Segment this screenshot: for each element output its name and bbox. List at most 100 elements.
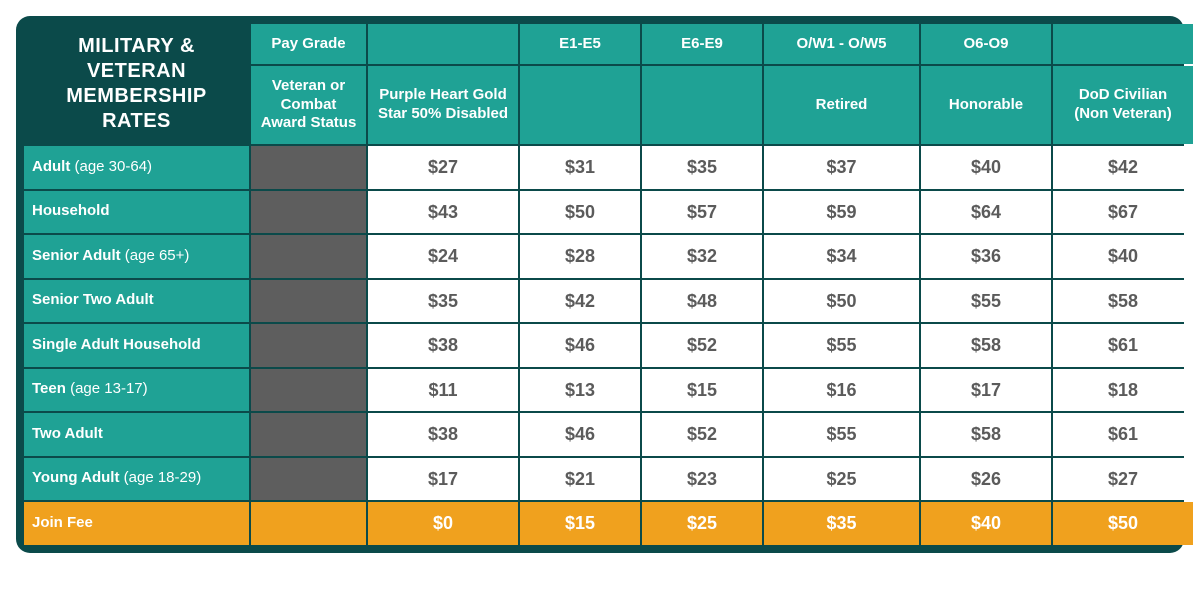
row-label-note: (age 18-29) <box>119 469 201 486</box>
price-cell: $17 <box>368 458 518 501</box>
price-cell: $26 <box>921 458 1051 501</box>
hdr-honorable: Honorable <box>921 66 1051 144</box>
join-fee-row: Join Fee $0$15$25$35$40$50 <box>24 502 1193 545</box>
hdr-top-7 <box>1053 24 1193 64</box>
row-label: Two Adult <box>24 413 249 456</box>
price-cell: $46 <box>520 324 640 367</box>
price-cell: $42 <box>1053 146 1193 189</box>
row-label-text: Single Adult Household <box>32 336 201 353</box>
row-label: Single Adult Household <box>24 324 249 367</box>
table-row: Household$43$50$57$59$64$67 <box>24 191 1193 234</box>
price-cell: $35 <box>368 280 518 323</box>
join-fee-cell: $0 <box>368 502 518 545</box>
hdr-sub-4 <box>642 66 762 144</box>
price-cell: $48 <box>642 280 762 323</box>
join-fee-cell: $35 <box>764 502 919 545</box>
hdr-purple-heart: Purple Heart Gold Star 50% Disabled <box>368 66 518 144</box>
hdr-sub-3 <box>520 66 640 144</box>
status-cell-empty <box>251 458 366 501</box>
price-cell: $28 <box>520 235 640 278</box>
price-cell: $61 <box>1053 413 1193 456</box>
price-cell: $50 <box>520 191 640 234</box>
row-label-note: (age 30-64) <box>70 158 152 175</box>
price-cell: $64 <box>921 191 1051 234</box>
hdr-ow1-ow5: O/W1 - O/W5 <box>764 24 919 64</box>
join-fee-status-empty <box>251 502 366 545</box>
price-cell: $13 <box>520 369 640 412</box>
join-fee-cell: $50 <box>1053 502 1193 545</box>
price-cell: $55 <box>764 413 919 456</box>
price-cell: $40 <box>921 146 1051 189</box>
table-row: Young Adult (age 18-29) $17$21$23$25$26$2… <box>24 458 1193 501</box>
rates-table-container: MILITARY & VETERAN MEMBERSHIP RATES Pay … <box>16 16 1184 553</box>
price-cell: $67 <box>1053 191 1193 234</box>
hdr-e1-e5: E1-E5 <box>520 24 640 64</box>
price-cell: $15 <box>642 369 762 412</box>
table-row: Senior Two Adult $35$42$48$50$55$58 <box>24 280 1193 323</box>
join-fee-cell: $15 <box>520 502 640 545</box>
row-label-note: (age 65+) <box>121 247 190 264</box>
price-cell: $21 <box>520 458 640 501</box>
hdr-top-2 <box>368 24 518 64</box>
price-cell: $52 <box>642 324 762 367</box>
price-cell: $38 <box>368 324 518 367</box>
row-label-text: Young Adult <box>32 469 119 486</box>
row-label: Teen (age 13-17) <box>24 369 249 412</box>
table-row: Teen (age 13-17)$11$13$15$16$17$18 <box>24 369 1193 412</box>
row-label-text: Two Adult <box>32 425 103 442</box>
price-cell: $58 <box>1053 280 1193 323</box>
price-cell: $27 <box>1053 458 1193 501</box>
price-cell: $50 <box>764 280 919 323</box>
row-label: Young Adult (age 18-29) <box>24 458 249 501</box>
price-cell: $38 <box>368 413 518 456</box>
status-cell-empty <box>251 146 366 189</box>
hdr-o6-o9: O6-O9 <box>921 24 1051 64</box>
price-cell: $58 <box>921 413 1051 456</box>
status-cell-empty <box>251 235 366 278</box>
price-cell: $36 <box>921 235 1051 278</box>
hdr-retired: Retired <box>764 66 919 144</box>
price-cell: $35 <box>642 146 762 189</box>
price-cell: $61 <box>1053 324 1193 367</box>
price-cell: $37 <box>764 146 919 189</box>
price-cell: $42 <box>520 280 640 323</box>
price-cell: $52 <box>642 413 762 456</box>
row-label: Adult (age 30-64) <box>24 146 249 189</box>
status-cell-empty <box>251 413 366 456</box>
rates-table: MILITARY & VETERAN MEMBERSHIP RATES Pay … <box>22 22 1195 547</box>
price-cell: $43 <box>368 191 518 234</box>
join-fee-label: Join Fee <box>24 502 249 545</box>
row-label-text: Senior Two Adult <box>32 291 154 308</box>
row-label-text: Teen <box>32 380 66 397</box>
price-cell: $55 <box>764 324 919 367</box>
header-row-1: MILITARY & VETERAN MEMBERSHIP RATES Pay … <box>24 24 1193 64</box>
row-label-text: Senior Adult <box>32 247 121 264</box>
join-fee-cell: $40 <box>921 502 1051 545</box>
price-cell: $46 <box>520 413 640 456</box>
join-fee-cell: $25 <box>642 502 762 545</box>
price-cell: $32 <box>642 235 762 278</box>
price-cell: $24 <box>368 235 518 278</box>
price-cell: $23 <box>642 458 762 501</box>
status-cell-empty <box>251 280 366 323</box>
price-cell: $17 <box>921 369 1051 412</box>
status-cell-empty <box>251 369 366 412</box>
price-cell: $16 <box>764 369 919 412</box>
price-cell: $40 <box>1053 235 1193 278</box>
table-row: Single Adult Household $38$46$52$55$58$61 <box>24 324 1193 367</box>
table-row: Adult (age 30-64)$27$31$35$37$40$42 <box>24 146 1193 189</box>
table-row: Senior Adult (age 65+)$24$28$32$34$36$40 <box>24 235 1193 278</box>
status-cell-empty <box>251 191 366 234</box>
row-label-text: Adult <box>32 158 70 175</box>
price-cell: $55 <box>921 280 1051 323</box>
row-label: Senior Two Adult <box>24 280 249 323</box>
price-cell: $57 <box>642 191 762 234</box>
price-cell: $18 <box>1053 369 1193 412</box>
price-cell: $25 <box>764 458 919 501</box>
row-label-note: (age 13-17) <box>66 380 148 397</box>
table-title: MILITARY & VETERAN MEMBERSHIP RATES <box>24 24 249 144</box>
status-cell-empty <box>251 324 366 367</box>
hdr-e6-e9: E6-E9 <box>642 24 762 64</box>
price-cell: $58 <box>921 324 1051 367</box>
hdr-status: Veteran or Combat Award Status <box>251 66 366 144</box>
